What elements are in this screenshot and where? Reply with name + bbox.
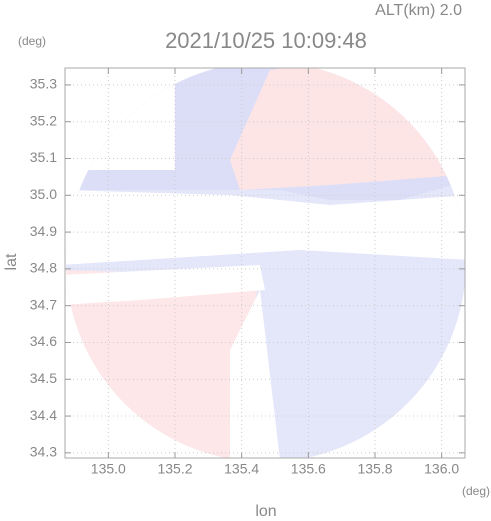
x-tick-label: 136.0: [424, 461, 459, 477]
x-tick-label: 135.4: [224, 461, 259, 477]
x-tick-label: 135.8: [357, 461, 392, 477]
y-tick-label: 35.2: [30, 112, 57, 128]
y-tick-label: 35.1: [30, 149, 57, 165]
y-tick-label: 35.3: [30, 76, 57, 92]
y-tick-label: 34.3: [30, 444, 57, 460]
x-tick-label: 135.2: [157, 461, 192, 477]
altitude-label: ALT(km) 2.0: [375, 2, 462, 19]
y-tick-label: 34.4: [30, 407, 57, 423]
plot-frame: [64, 67, 466, 459]
y-tick-label: 34.6: [30, 333, 57, 349]
x-unit: (deg): [462, 484, 490, 498]
y-tick-label: 34.9: [30, 223, 57, 239]
x-tick-label: 135.0: [91, 461, 126, 477]
y-tick-label: 34.8: [30, 260, 57, 276]
chart-title: 2021/10/25 10:09:48: [165, 28, 367, 53]
y-unit: (deg): [18, 34, 46, 48]
y-tick-label: 34.7: [30, 296, 57, 312]
y-tick-label: 34.5: [30, 370, 57, 386]
x-axis-label: lon: [255, 503, 276, 520]
y-axis-label: lat: [3, 253, 20, 270]
y-tick-label: 35.0: [30, 186, 57, 202]
x-tick-label: 135.6: [291, 461, 326, 477]
